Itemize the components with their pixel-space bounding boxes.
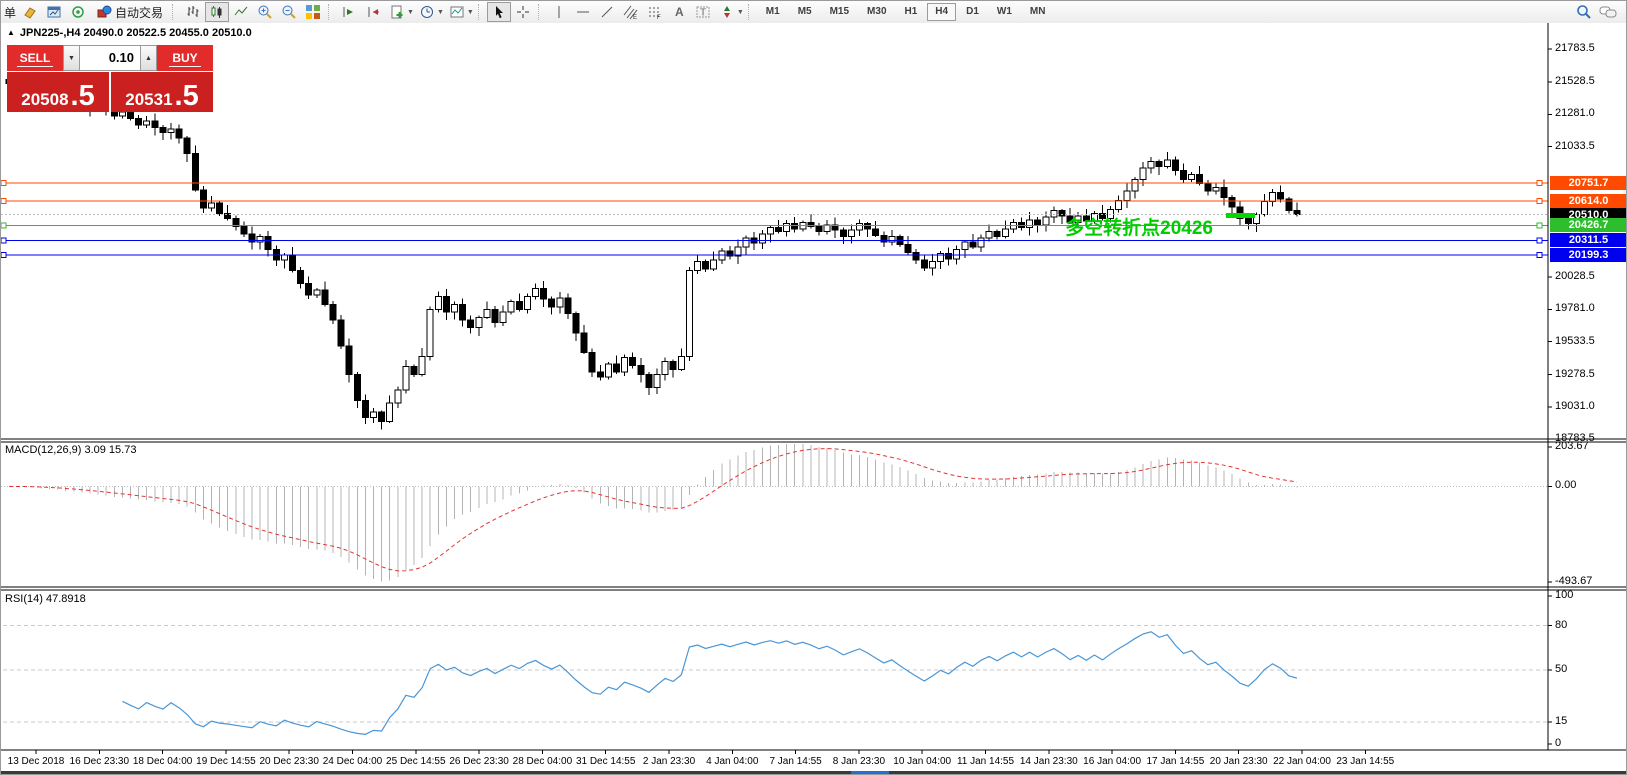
taskbar-highlight [851, 771, 889, 774]
timeframe-m5[interactable]: M5 [797, 6, 812, 17]
arrows-dropdown-icon[interactable]: ▼ [736, 8, 744, 16]
hline-handle[interactable] [1536, 237, 1543, 244]
zoom-in-icon[interactable] [253, 2, 277, 22]
chat-icon[interactable] [1596, 2, 1620, 22]
fibonacci-icon[interactable]: F [643, 2, 667, 22]
macd-indicator-label: MACD(12,26,9) 3.09 15.73 [5, 444, 137, 456]
line-chart-icon[interactable] [229, 2, 253, 22]
timeframe-w1[interactable]: W1 [996, 6, 1012, 17]
sell-price[interactable]: 20508.5 [7, 72, 109, 112]
text-label-icon[interactable]: T [691, 2, 715, 22]
indicators-list-icon[interactable] [445, 2, 469, 22]
rsi-line [122, 631, 1298, 735]
equidistant-channel-icon[interactable]: E [619, 2, 643, 22]
autotrade-button[interactable]: 自动交易 [90, 2, 169, 22]
market-watch-icon[interactable] [18, 2, 42, 22]
horizontal-line-icon[interactable] [571, 2, 595, 22]
taskbar-sliver [1, 771, 1626, 774]
volume-input[interactable]: 0.10 [80, 45, 140, 71]
candlestick-icon[interactable] [205, 2, 230, 22]
svg-text:F: F [657, 15, 661, 20]
volume-increase-button[interactable]: ▲ [140, 45, 157, 71]
sell-button[interactable]: SELL [7, 45, 63, 71]
autotrade-label: 自动交易 [115, 5, 164, 20]
svg-text:E: E [633, 15, 637, 20]
toolbar-separator [172, 4, 177, 20]
new-template-icon[interactable] [385, 2, 409, 22]
hline-handle[interactable] [1536, 251, 1543, 258]
volume-decrease-button[interactable]: ▼ [63, 45, 80, 71]
rsi-indicator-label: RSI(14) 47.8918 [5, 593, 86, 605]
timeframe-group: M1 M5 M15 M30 H1 H4 D1 W1 MN [757, 3, 1055, 21]
zoom-out-icon[interactable] [277, 2, 301, 22]
one-click-trading-panel: SELL ▼ 0.10 ▲ BUY 20508.5 20531.5 [7, 45, 213, 112]
hline-handle[interactable] [1, 222, 7, 229]
hline-handle[interactable] [1, 198, 7, 205]
hline-handle[interactable] [1, 180, 7, 187]
hline-handle[interactable] [1536, 180, 1543, 187]
new-template-dropdown-icon[interactable]: ▼ [407, 8, 414, 16]
hline-handle[interactable] [1536, 222, 1543, 229]
macd-signal-line [8, 448, 1297, 572]
timeframe-m30[interactable]: M30 [867, 6, 887, 17]
order-button-partial[interactable]: 单 [4, 5, 17, 20]
text-icon[interactable]: A [667, 2, 691, 22]
buy-button[interactable]: BUY [157, 45, 213, 71]
toolbar-separator [747, 4, 753, 20]
cursor-icon[interactable] [486, 2, 511, 22]
svg-text:A: A [675, 5, 684, 19]
svg-text:T: T [700, 8, 706, 19]
toolbar-separator [328, 4, 333, 20]
volume-control: ▼ 0.10 ▲ [63, 45, 157, 71]
indicators-dropdown-icon[interactable]: ▼ [466, 8, 474, 16]
chart-canvas[interactable] [1, 23, 1626, 774]
hline-handle[interactable] [1536, 198, 1543, 205]
new-chart-window-icon[interactable] [42, 2, 66, 22]
vertical-line-icon[interactable] [547, 2, 571, 22]
period-dropdown-icon[interactable]: ▼ [436, 8, 444, 16]
green-segment[interactable] [1226, 212, 1255, 218]
bar-chart-icon[interactable] [181, 2, 205, 22]
hline-handle[interactable] [1, 251, 7, 258]
toolbar-separator [537, 4, 543, 20]
candles [5, 73, 1301, 430]
timeframe-mn[interactable]: MN [1029, 6, 1046, 17]
timeframe-h1[interactable]: H1 [904, 6, 918, 17]
autotrade-icon [97, 5, 112, 18]
period-clock-icon[interactable] [415, 2, 439, 22]
chart-collapse-icon[interactable]: ▲ [7, 28, 15, 37]
timeframe-m1[interactable]: M1 [765, 6, 780, 17]
timeframe-h4[interactable]: H4 [927, 3, 957, 21]
timeframe-m15[interactable]: M15 [829, 6, 850, 17]
buy-price[interactable]: 20531.5 [111, 72, 213, 112]
chart-title-text: JPN225-,H4 20490.0 20522.5 20455.0 20510… [19, 27, 252, 39]
auto-scroll-icon[interactable] [337, 2, 361, 22]
signals-icon[interactable] [66, 2, 90, 22]
chart-window: 20751.7 20614.0 20510.0 20426.7 20311.5 20199… [1, 23, 1626, 774]
timeframe-d1[interactable]: D1 [966, 6, 979, 17]
arrows-icon[interactable] [715, 2, 739, 22]
trendline-icon[interactable] [595, 2, 619, 22]
hline-handle[interactable] [1, 237, 7, 244]
chart-shift-icon[interactable] [361, 2, 385, 22]
tile-windows-icon[interactable] [301, 2, 325, 22]
toolbar-separator [477, 4, 483, 20]
crosshair-icon[interactable] [511, 2, 535, 22]
toolbar: 单 自动交易 ▼ [1, 1, 1626, 24]
chart-title: ▲ JPN225-,H4 20490.0 20522.5 20455.0 2051… [7, 27, 252, 39]
search-icon[interactable] [1572, 2, 1596, 22]
